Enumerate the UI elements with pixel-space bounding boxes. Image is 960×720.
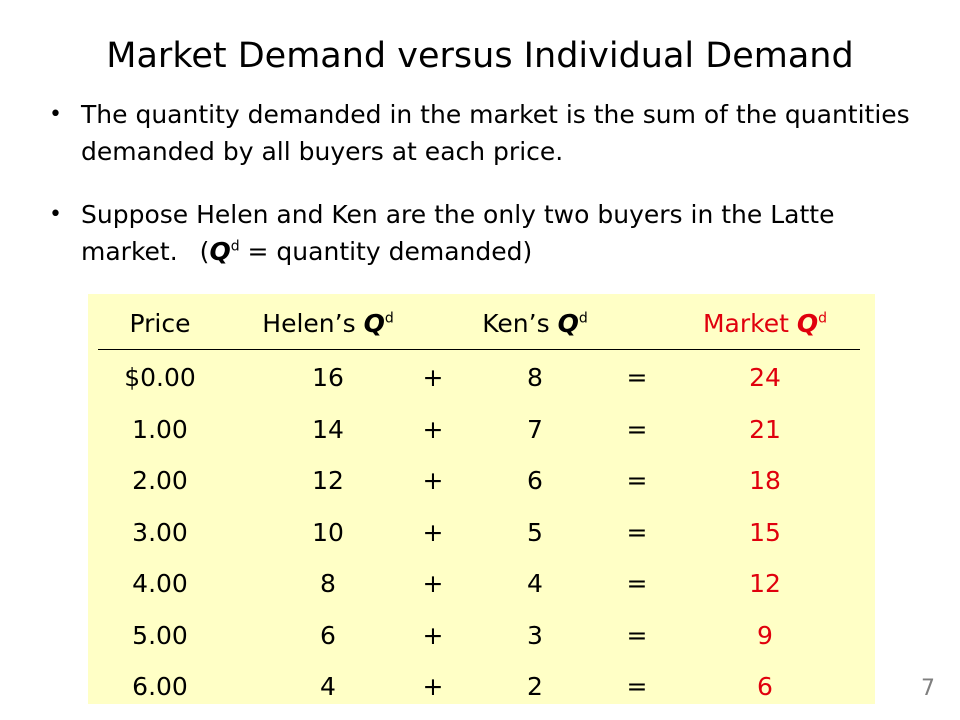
cell-ken: 2 — [527, 672, 543, 701]
cell-market: 21 — [749, 414, 781, 444]
bullet-dot-icon: • — [49, 102, 62, 127]
cell-market: 12 — [749, 569, 781, 598]
cell-helen: 8 — [320, 569, 336, 598]
slide-title: Market Demand versus Individual Demand — [106, 36, 854, 76]
cell-price: 4.00 — [132, 569, 188, 598]
cell-plus: + — [422, 672, 444, 701]
cell-price: 6.00 — [132, 672, 188, 701]
cell-plus: + — [422, 414, 444, 444]
cell-plus: + — [422, 363, 444, 392]
cell-helen: 16 — [312, 363, 344, 392]
qd-superscript: d — [230, 238, 240, 255]
bullet-text: Suppose Helen and Ken are the only two b… — [81, 196, 929, 270]
cell-plus: + — [422, 620, 444, 650]
cell-market: 24 — [749, 363, 781, 392]
header-market-qd: Market Qd — [702, 309, 828, 338]
demand-table: Price Helen’s Qd Ken’s Qd Market Qd $0.0… — [88, 294, 875, 704]
cell-ken: 6 — [527, 466, 543, 495]
cell-price: 2.00 — [132, 466, 188, 495]
bullet-dot-icon: • — [49, 202, 62, 227]
cell-helen: 10 — [312, 517, 344, 547]
cell-eq: = — [626, 414, 648, 444]
cell-eq: = — [626, 620, 648, 650]
header-divider — [98, 349, 860, 350]
bullet-market-sum: • The quantity demanded in the market is… — [49, 96, 929, 170]
cell-price: 5.00 — [132, 620, 188, 650]
cell-market: 15 — [749, 517, 781, 547]
cell-eq: = — [626, 466, 648, 495]
header-price: Price — [129, 309, 191, 338]
cell-helen: 12 — [312, 466, 344, 495]
cell-ken: 5 — [527, 517, 543, 547]
qd-symbol: Q — [209, 237, 231, 266]
cell-ken: 3 — [527, 620, 543, 650]
cell-market: 18 — [749, 466, 781, 495]
qd-definition: (Qd = quantity demanded) — [199, 237, 533, 266]
cell-helen: 6 — [320, 620, 336, 650]
bullet-main-text: Suppose Helen and Ken are the only two b… — [81, 200, 835, 266]
cell-helen: 14 — [312, 414, 344, 444]
cell-market: 6 — [757, 672, 773, 701]
header-ken-qd: Ken’s Qd — [482, 309, 588, 338]
bullet-text: The quantity demanded in the market is t… — [81, 100, 910, 166]
cell-eq: = — [626, 517, 648, 547]
cell-ken: 4 — [527, 569, 543, 598]
cell-eq: = — [626, 363, 648, 392]
cell-price: $0.00 — [124, 363, 196, 392]
cell-plus: + — [422, 569, 444, 598]
bullet-helen-ken: • Suppose Helen and Ken are the only two… — [49, 196, 929, 270]
cell-price: 3.00 — [132, 517, 188, 547]
cell-eq: = — [626, 672, 648, 701]
cell-eq: = — [626, 569, 648, 598]
cell-ken: 8 — [527, 363, 543, 392]
cell-ken: 7 — [527, 414, 543, 444]
cell-plus: + — [422, 466, 444, 495]
cell-plus: + — [422, 517, 444, 547]
cell-helen: 4 — [320, 672, 336, 701]
cell-market: 9 — [757, 620, 773, 650]
header-helen-qd: Helen’s Qd — [262, 309, 394, 338]
cell-price: 1.00 — [132, 414, 188, 444]
page-number: 7 — [921, 676, 935, 701]
